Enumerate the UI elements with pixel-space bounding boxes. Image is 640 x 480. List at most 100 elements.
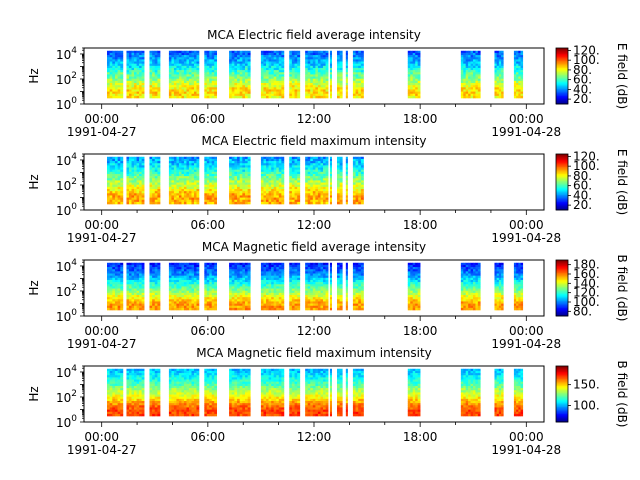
- spectrogram-cell: [281, 180, 285, 183]
- spectrogram-cell: [245, 83, 248, 86]
- spectrogram-cell: [231, 70, 235, 73]
- spectrogram-cell: [186, 184, 190, 188]
- spectrogram-cell: [273, 91, 277, 95]
- spectrogram-cell: [273, 305, 277, 309]
- spectrogram-cell: [260, 301, 264, 304]
- spectrogram-cell: [498, 50, 502, 54]
- spectrogram-cell: [193, 161, 197, 164]
- spectrogram-cell: [120, 295, 124, 298]
- spectrogram-cell: [242, 290, 246, 294]
- spectrogram-cell: [131, 161, 135, 164]
- spectrogram-cell: [154, 173, 158, 177]
- spectrogram-cell: [460, 78, 464, 82]
- spectrogram-cell: [196, 292, 200, 296]
- spectrogram-cell: [126, 297, 130, 300]
- spectrogram-cell: [154, 275, 158, 279]
- spectrogram-cell: [196, 80, 200, 84]
- spectrogram-cell: [173, 167, 177, 170]
- spectrogram-cell: [112, 297, 116, 300]
- spectrogram-cell: [268, 186, 272, 190]
- spectrogram-cell: [266, 85, 269, 88]
- spectrogram-cell: [112, 305, 116, 309]
- spectrogram-cell: [323, 191, 326, 194]
- spectrogram-cell: [315, 182, 319, 185]
- spectrogram-cell: [273, 83, 277, 86]
- spectrogram-cell: [315, 191, 319, 194]
- spectrogram-cell: [310, 195, 314, 198]
- spectrogram-cell: [317, 176, 321, 179]
- spectrogram-cell: [323, 180, 326, 183]
- spectrogram-cell: [231, 303, 235, 307]
- spectrogram-cell: [112, 195, 116, 198]
- spectrogram-cell: [141, 195, 145, 198]
- spectrogram-cell: [247, 78, 251, 82]
- spectrogram-cell: [114, 178, 118, 181]
- spectrogram-cell: [152, 299, 156, 302]
- spectrogram-cell: [339, 70, 343, 73]
- spectrogram-cell: [188, 297, 192, 300]
- x-tick-label: 12:00: [297, 112, 332, 126]
- spectrogram-cell: [188, 195, 192, 198]
- spectrogram-cell: [498, 57, 502, 60]
- spectrogram-cell: [496, 72, 500, 75]
- spectrogram-cell: [193, 95, 197, 99]
- spectrogram-cell: [271, 158, 275, 162]
- spectrogram-cell: [157, 78, 161, 82]
- spectrogram-cell: [126, 61, 130, 64]
- spectrogram-cell: [242, 85, 246, 88]
- spectrogram-cell: [266, 161, 269, 164]
- spectrogram-cell: [154, 95, 158, 99]
- spectrogram-cell: [289, 167, 293, 170]
- spectrogram-cell: [188, 65, 192, 69]
- spectrogram-cell: [463, 55, 467, 58]
- spectrogram-cell: [196, 156, 200, 160]
- spectrogram-cell: [191, 52, 195, 56]
- spectrogram-cell: [126, 303, 130, 307]
- spectrogram-cell: [231, 156, 235, 160]
- spectrogram-cell: [317, 61, 321, 64]
- spectrogram-cell: [494, 57, 497, 60]
- spectrogram-cell: [294, 57, 298, 60]
- spectrogram-cell: [325, 55, 329, 58]
- spectrogram-cell: [204, 264, 208, 268]
- spectrogram-cell: [178, 201, 182, 205]
- spectrogram-cell: [325, 52, 329, 56]
- spectrogram-cell: [239, 57, 243, 60]
- spectrogram-cell: [239, 197, 243, 201]
- spectrogram-cell: [173, 171, 177, 175]
- spectrogram-cell: [186, 89, 190, 92]
- spectrogram-cell: [186, 182, 190, 185]
- spectrogram-cell: [107, 70, 110, 73]
- spectrogram-cell: [206, 284, 210, 287]
- spectrogram-cell: [263, 87, 267, 90]
- spectrogram-cell: [154, 74, 158, 77]
- spectrogram-cell: [266, 286, 269, 289]
- spectrogram-cell: [305, 87, 309, 90]
- spectrogram-cell: [117, 52, 121, 56]
- spectrogram-cell: [209, 156, 213, 160]
- spectrogram-cell: [181, 89, 185, 92]
- spectrogram-cell: [114, 176, 118, 179]
- spectrogram-cell: [234, 191, 238, 194]
- spectrogram-cell: [278, 275, 282, 279]
- spectrogram-cell: [171, 87, 175, 90]
- spectrogram-cell: [171, 264, 175, 268]
- spectrogram-cell: [465, 95, 469, 99]
- spectrogram-cell: [266, 277, 269, 281]
- spectrogram-cell: [518, 95, 521, 99]
- spectrogram-cell: [157, 74, 161, 77]
- spectrogram-cell: [107, 199, 110, 203]
- spectrogram-cell: [312, 72, 316, 75]
- spectrogram-cell: [501, 76, 504, 79]
- spectrogram-cell: [109, 282, 113, 285]
- spectrogram-cell: [186, 277, 190, 281]
- spectrogram-cell: [271, 201, 275, 205]
- spectrogram-cell: [112, 286, 116, 289]
- spectrogram-cell: [183, 163, 187, 166]
- spectrogram-cell: [157, 91, 161, 95]
- spectrogram-cell: [231, 50, 235, 54]
- spectrogram-cell: [355, 74, 359, 77]
- spectrogram-cell: [513, 91, 517, 95]
- spectrogram-cell: [152, 184, 156, 188]
- spectrogram-cell: [186, 267, 190, 270]
